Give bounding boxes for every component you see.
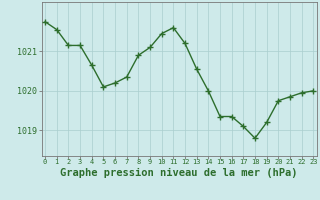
X-axis label: Graphe pression niveau de la mer (hPa): Graphe pression niveau de la mer (hPa) bbox=[60, 168, 298, 178]
